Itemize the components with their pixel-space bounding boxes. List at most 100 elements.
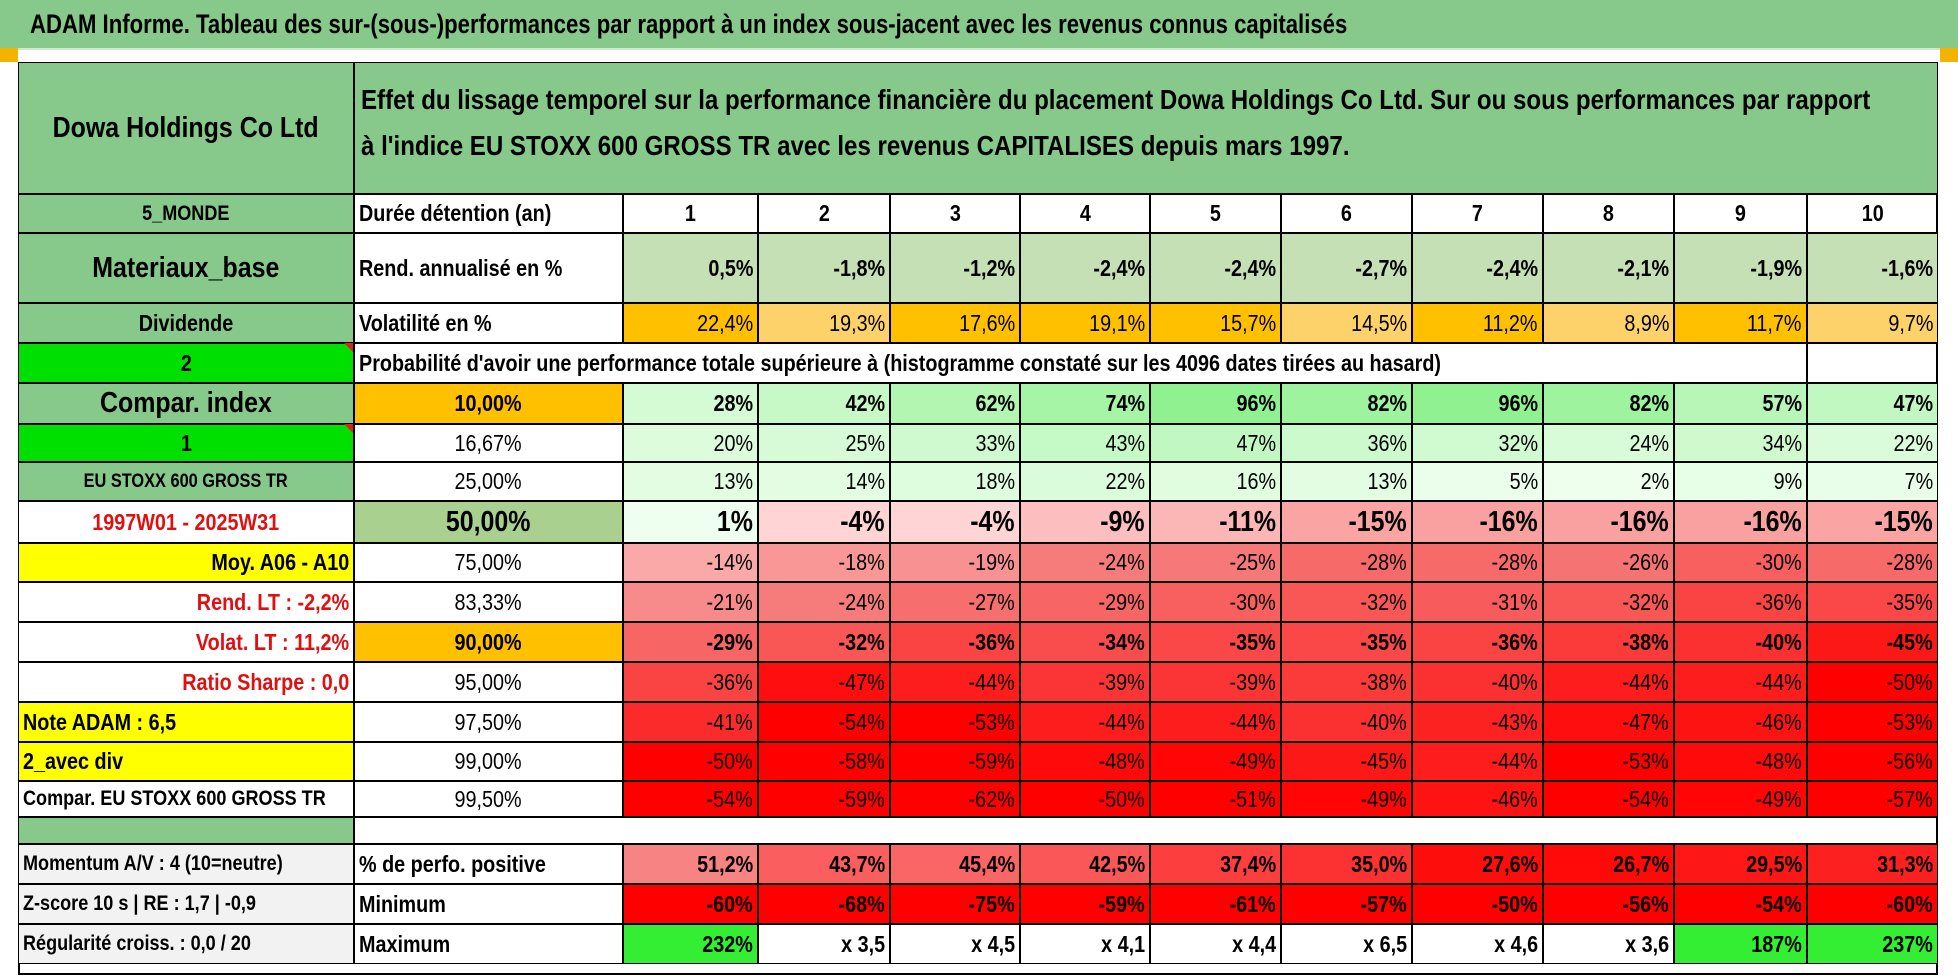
quantile-value-text: -16% — [1743, 505, 1802, 538]
quantile-value: 47% — [1807, 383, 1938, 424]
year-header-text: 4 — [1079, 200, 1091, 226]
quantile-value: -44% — [1543, 662, 1674, 702]
volat-value-text: 8,9% — [1623, 309, 1669, 336]
period-label-text: 1997W01 - 2025W31 — [92, 508, 280, 535]
quantile-value: 2% — [1543, 462, 1674, 501]
note-adam-label: Note ADAM : 6,5 — [18, 702, 354, 742]
quantile-value: -4% — [890, 501, 1020, 543]
quantile-value: 5% — [1412, 462, 1543, 501]
quantile-value-text: -44% — [1229, 708, 1276, 735]
quantile-value: -19% — [890, 543, 1020, 582]
quantile-value: 36% — [1281, 424, 1412, 462]
quantile-value: 25% — [758, 424, 890, 462]
quantile-value-text: 16% — [1236, 468, 1276, 494]
year-header: 2 — [758, 194, 890, 233]
quantile-value: 16% — [1150, 462, 1281, 501]
maximum-value: x 3,5 — [758, 924, 890, 964]
quantile-value: -32% — [1543, 582, 1674, 622]
quantile-value: 7% — [1807, 462, 1938, 501]
pct-positive-value: 35,0% — [1281, 844, 1412, 884]
volat-value: 22,4% — [623, 303, 758, 343]
probability-caption-text: Probabilité d'avoir une performance tota… — [359, 349, 1442, 376]
moy-label-text: Moy. A06 - A10 — [211, 549, 349, 575]
duree-label-text: Durée détention (an) — [359, 200, 552, 226]
quantile-value: -56% — [1807, 742, 1938, 781]
quantile-value-text: -15% — [1348, 505, 1407, 538]
pct-positive-value: 45,4% — [890, 844, 1020, 884]
period-label: 1997W01 - 2025W31 — [18, 501, 354, 543]
quantile-label-text: 50,00% — [446, 505, 531, 538]
quantile-value-text: -50% — [706, 748, 753, 774]
description-line: à l'indice EU STOXX 600 GROSS TR avec le… — [361, 130, 1350, 161]
rend-value-text: -1,6% — [1881, 254, 1933, 281]
pct-positive-label-text: % de perfo. positive — [359, 850, 546, 877]
volat-value: 19,1% — [1020, 303, 1150, 343]
quantile-value: -32% — [758, 622, 890, 662]
quantile-value-text: -56% — [1886, 748, 1933, 774]
quantile-value-text: -47% — [1622, 708, 1669, 735]
quantile-value-text: -28% — [1886, 549, 1933, 575]
quantile-value-text: -50% — [1098, 785, 1145, 812]
quantile-value-text: -48% — [1755, 748, 1802, 774]
quantile-label: 25,00% — [354, 462, 623, 501]
quantile-value-text: -49% — [1360, 785, 1407, 812]
maximum-left-label-text: Régularité croiss. : 0,0 / 20 — [23, 932, 251, 955]
quantile-value-text: -32% — [1622, 588, 1669, 615]
quantile-value: -39% — [1020, 662, 1150, 702]
quantile-value: -51% — [1150, 781, 1281, 817]
empty-cell — [1807, 343, 1938, 383]
minimum-value-text: -60% — [1886, 890, 1933, 917]
quantile-value: -16% — [1543, 501, 1674, 543]
volat-value-text: 19,3% — [828, 309, 885, 336]
quantile-value: 9% — [1674, 462, 1807, 501]
minimum-value: -54% — [1674, 884, 1807, 924]
minimum-value: -61% — [1150, 884, 1281, 924]
avec-div-label: 2_avec div — [18, 742, 354, 781]
year-header: 7 — [1412, 194, 1543, 233]
spacer-cell — [18, 817, 354, 844]
quantile-value-text: -49% — [1229, 748, 1276, 774]
quantile-value-text: 34% — [1762, 429, 1802, 456]
quantile-value-text: 2% — [1640, 468, 1669, 494]
quantile-value: -9% — [1020, 501, 1150, 543]
quantile-value: -29% — [623, 622, 758, 662]
spacer-cell — [354, 817, 1938, 844]
quantile-value: -28% — [1807, 543, 1938, 582]
minimum-value: -57% — [1281, 884, 1412, 924]
quantile-value: -4% — [758, 501, 890, 543]
quantile-value-text: 22% — [1105, 468, 1145, 494]
volat-label-text: Volatilité en % — [359, 309, 492, 336]
index-name-label-text: EU STOXX 600 GROSS TR — [83, 470, 289, 492]
quantile-value-text: -24% — [1098, 549, 1145, 575]
quantile-value: -59% — [758, 781, 890, 817]
rend-value: -2,4% — [1412, 233, 1543, 303]
minimum-value: -59% — [1020, 884, 1150, 924]
quantile-value-text: -54% — [1622, 785, 1669, 812]
quantile-value: -54% — [1543, 781, 1674, 817]
quantile-value-text: -59% — [838, 785, 885, 812]
minimum-value-text: -61% — [1229, 890, 1276, 917]
quantile-value-text: -51% — [1229, 785, 1276, 812]
quantile-value: -31% — [1412, 582, 1543, 622]
quantile-label: 50,00% — [354, 501, 623, 543]
minimum-value-text: -59% — [1098, 890, 1145, 917]
volat-value: 17,6% — [890, 303, 1020, 343]
compar-index-label: Compar. index — [18, 383, 354, 424]
rend-value-text: -2,7% — [1355, 254, 1407, 281]
minimum-label: Minimum — [354, 884, 623, 924]
minimum-left-label-text: Z-score 10 s | RE : 1,7 | -0,9 — [23, 892, 256, 915]
quantile-value-text: 25% — [845, 429, 885, 456]
quantile-value-text: -49% — [1755, 785, 1802, 812]
volat-value: 19,3% — [758, 303, 890, 343]
rend-value: -1,8% — [758, 233, 890, 303]
rend-label-text: Rend. annualisé en % — [359, 254, 563, 281]
rend-value: -2,4% — [1150, 233, 1281, 303]
quantile-value-text: -28% — [1360, 549, 1407, 575]
quantile-value: -49% — [1281, 781, 1412, 817]
rend-value-text: -2,4% — [1486, 254, 1538, 281]
quantile-value: -38% — [1281, 662, 1412, 702]
quantile-value-text: -46% — [1755, 708, 1802, 735]
pct-positive-value-text: 31,3% — [1876, 850, 1933, 877]
region-label-text: 5_MONDE — [142, 201, 230, 225]
quantile-value: -32% — [1281, 582, 1412, 622]
